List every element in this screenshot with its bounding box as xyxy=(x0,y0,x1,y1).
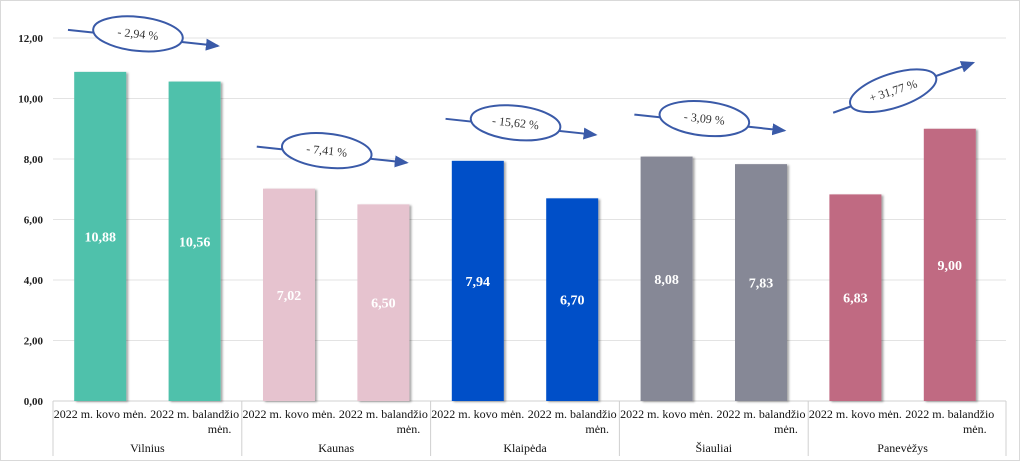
x-category-label-cont: mėn. xyxy=(397,422,421,436)
change-callout xyxy=(280,132,373,170)
y-tick-label: 4,00 xyxy=(24,275,44,287)
x-category-label-cont: mėn. xyxy=(585,422,609,436)
y-tick-label: 6,00 xyxy=(24,215,44,227)
bar-value-label: 8,08 xyxy=(654,273,679,288)
bar xyxy=(74,71,127,401)
x-category-label: 2022 m. balandžio xyxy=(905,407,994,421)
bar-value-label: 7,83 xyxy=(749,277,774,292)
bar-value-label: 9,00 xyxy=(938,259,963,274)
x-category-label: 2022 m. kovo mėn. xyxy=(620,407,713,421)
bar-value-label: 6,70 xyxy=(560,294,585,309)
bar-value-label: 6,83 xyxy=(843,292,868,307)
x-category-label: 2022 m. balandžio xyxy=(528,407,617,421)
y-tick-label: 12,00 xyxy=(18,33,43,45)
x-category-label: 2022 m. balandžio xyxy=(339,407,428,421)
y-tick-label: 0,00 xyxy=(24,396,44,408)
bar-value-label: 6,50 xyxy=(371,297,396,312)
bar xyxy=(735,164,787,401)
bar xyxy=(640,156,693,401)
bar-value-label: 10,88 xyxy=(84,230,116,245)
bar xyxy=(546,198,599,401)
x-category-label: 2022 m. kovo mėn. xyxy=(54,407,147,421)
change-label: - 2,94 % xyxy=(117,25,159,43)
bar xyxy=(923,128,976,401)
change-callout xyxy=(849,68,938,114)
x-category-label: 2022 m. balandžio xyxy=(150,407,239,421)
x-category-label: 2022 m. balandžio xyxy=(717,407,806,421)
change-label: - 15,62 % xyxy=(491,113,539,132)
bar-value-label: 7,02 xyxy=(277,289,302,304)
bar xyxy=(357,204,410,401)
bar xyxy=(263,188,315,401)
x-category-label: 2022 m. kovo mėn. xyxy=(431,407,524,421)
x-category-label: 2022 m. kovo mėn. xyxy=(809,407,902,421)
x-category-label-cont: mėn. xyxy=(963,422,987,436)
x-group-label: Panevėžys xyxy=(877,441,928,455)
bar xyxy=(451,160,504,401)
y-tick-label: 10,00 xyxy=(18,94,43,106)
x-group-label: Kaunas xyxy=(318,441,354,455)
change-callout xyxy=(658,100,751,138)
y-tick-label: 2,00 xyxy=(24,336,44,348)
x-group-label: Klaipėda xyxy=(503,441,547,455)
x-category-label: 2022 m. kovo mėn. xyxy=(243,407,336,421)
x-category-label-cont: mėn. xyxy=(774,422,798,436)
x-group-label: Vilnius xyxy=(130,441,165,455)
change-label: - 3,09 % xyxy=(683,109,725,127)
change-label: - 7,41 % xyxy=(306,142,348,160)
bar-value-label: 10,56 xyxy=(179,235,211,250)
change-callout xyxy=(92,15,184,53)
x-group-label: Šiauliai xyxy=(695,441,732,455)
change-callout xyxy=(469,104,562,142)
x-category-label-cont: mėn. xyxy=(208,422,232,436)
bar xyxy=(168,81,221,401)
y-tick-label: 8,00 xyxy=(24,154,44,166)
bar-value-label: 7,94 xyxy=(466,275,491,290)
bar xyxy=(829,194,882,401)
